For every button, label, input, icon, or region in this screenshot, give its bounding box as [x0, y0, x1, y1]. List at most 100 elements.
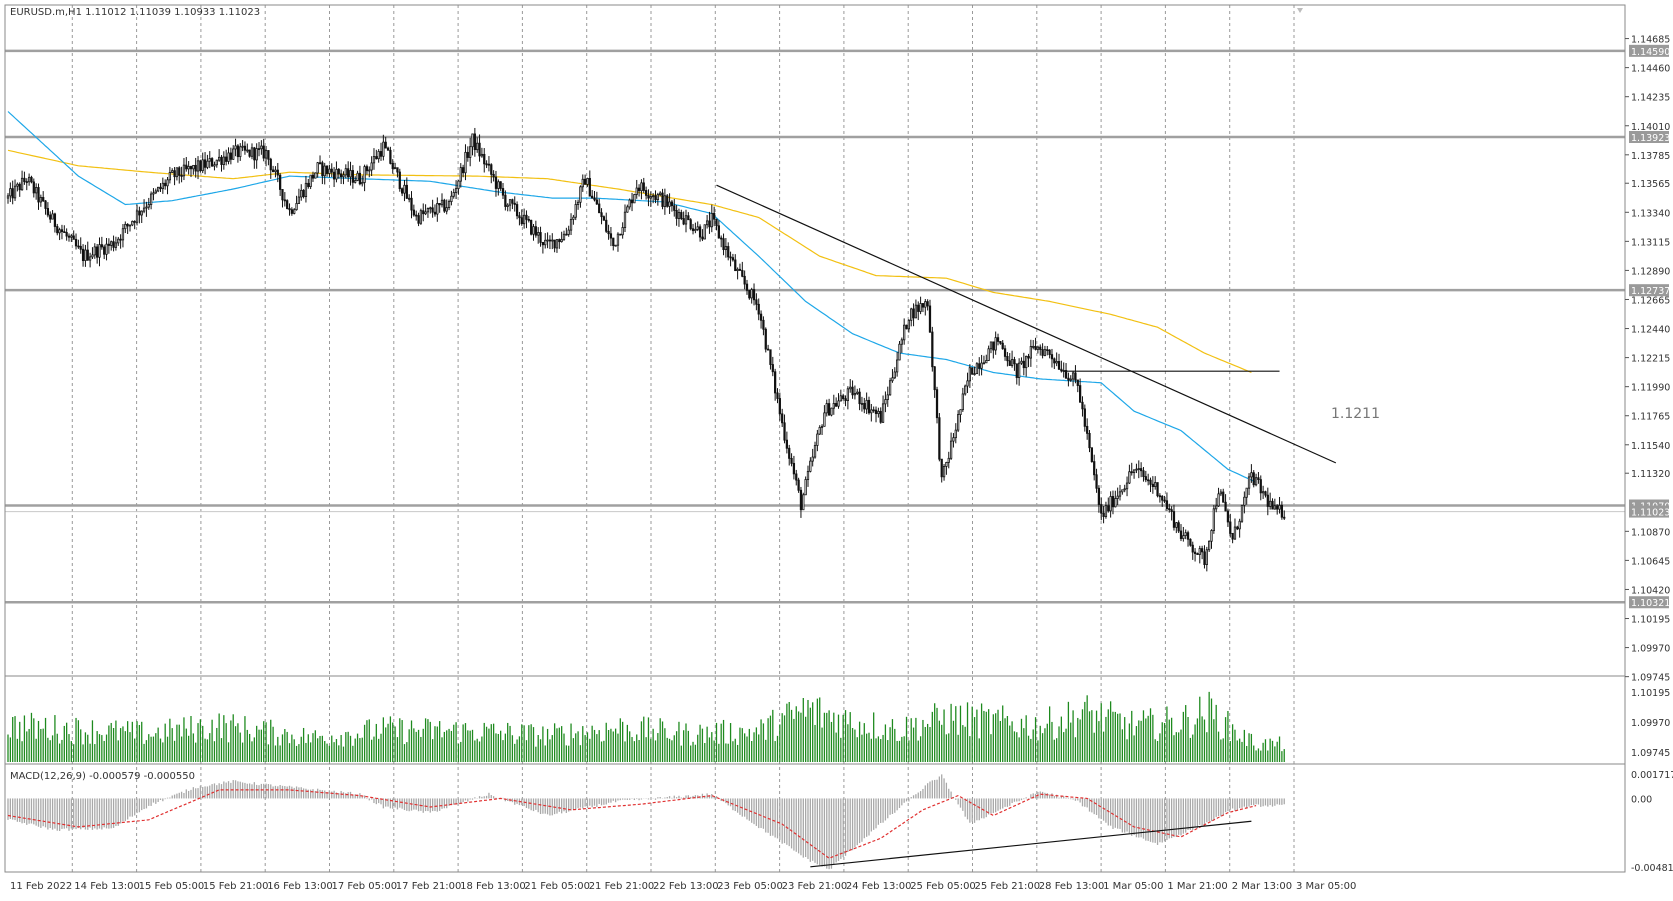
- candle-body: [443, 199, 446, 212]
- candle-body: [752, 289, 756, 301]
- candle-body: [1102, 512, 1105, 517]
- candle-body: [682, 218, 685, 225]
- candle-body: [839, 395, 842, 402]
- candle-body: [1179, 530, 1183, 539]
- macd-divergence-trendline[interactable]: [810, 820, 1252, 868]
- candle-body: [919, 303, 922, 312]
- y-tick-label: 1.12665: [1631, 295, 1670, 306]
- candle-body: [924, 301, 927, 308]
- candle-body: [616, 233, 620, 246]
- candle-body: [572, 216, 575, 220]
- candle-body: [511, 199, 514, 204]
- candle-body: [1257, 477, 1260, 481]
- candle-body: [30, 176, 33, 183]
- candle-body: [921, 303, 925, 308]
- gridlines: [71, 5, 1295, 872]
- candle-body: [1233, 526, 1237, 540]
- candle-body: [729, 256, 732, 259]
- candle-body: [44, 200, 47, 209]
- candle-body: [1269, 500, 1272, 507]
- candle-body: [999, 341, 1002, 344]
- candle-body: [1175, 522, 1178, 528]
- candle-body: [888, 380, 892, 396]
- candle-body: [1025, 355, 1028, 369]
- candle-body: [870, 409, 873, 414]
- candle-body: [175, 167, 179, 178]
- candle-body: [262, 145, 265, 159]
- candle-body: [715, 218, 718, 227]
- candle-body: [337, 168, 340, 175]
- candle-body: [1086, 425, 1089, 434]
- candle-body: [628, 199, 631, 208]
- candle-body: [881, 403, 885, 423]
- candle-body: [501, 188, 505, 196]
- candle-body: [84, 249, 87, 262]
- candle-body: [539, 232, 542, 243]
- x-tick-label: 1 Mar 05:00: [1103, 881, 1163, 892]
- candle-body: [867, 399, 871, 414]
- candle-body: [633, 194, 636, 204]
- y-tick-label: 1.13785: [1631, 151, 1670, 162]
- candle-body: [1163, 499, 1166, 502]
- candle-body: [708, 220, 711, 228]
- candle-body: [534, 226, 537, 236]
- descending-trendline[interactable]: [716, 184, 1337, 464]
- trendlines[interactable]: [716, 184, 1337, 464]
- candle-body: [1055, 361, 1058, 364]
- panel-frames: [4, 4, 1626, 873]
- candle-body: [203, 159, 207, 168]
- candle-body: [232, 148, 235, 160]
- candle-body: [532, 226, 535, 235]
- candle-body: [687, 215, 690, 221]
- candle-body: [647, 194, 650, 199]
- candle-body: [1060, 368, 1063, 372]
- candle-body: [522, 214, 526, 225]
- candle-body: [255, 148, 258, 161]
- candle-body: [408, 197, 411, 200]
- candle-body: [1222, 491, 1225, 503]
- candle-body: [600, 212, 603, 218]
- y-tick-label: 1.10195: [1631, 615, 1670, 626]
- candle-body: [114, 242, 118, 248]
- candle-body: [1236, 526, 1239, 530]
- y-tick-label: 1.09745: [1631, 673, 1670, 684]
- candle-body: [1050, 354, 1054, 360]
- candle-body: [741, 269, 744, 277]
- sma-slow-line: [7, 149, 1252, 374]
- candle-body: [879, 410, 882, 423]
- candle-body: [182, 164, 186, 177]
- candle-body: [952, 437, 955, 442]
- candle-body: [436, 203, 439, 215]
- candle-body: [971, 367, 974, 375]
- candle-body: [1114, 498, 1117, 508]
- candle-body: [105, 243, 108, 255]
- candle-body: [65, 232, 68, 237]
- candle-body: [1217, 493, 1220, 507]
- candle-body: [762, 319, 765, 330]
- volume-axis-label: 1.09745: [1631, 748, 1670, 759]
- candle-body: [996, 337, 1000, 342]
- level-price-label: 1.11023: [1631, 508, 1670, 519]
- candle-body: [1247, 476, 1251, 489]
- candle-body: [424, 211, 427, 215]
- panel-frame: [4, 763, 1626, 873]
- candle-body: [555, 239, 559, 249]
- candle-body: [396, 167, 399, 173]
- candle-body: [1137, 468, 1140, 470]
- candle-body: [1093, 461, 1096, 476]
- candle-body: [335, 168, 338, 180]
- candle-body: [696, 226, 699, 230]
- candle-body: [133, 220, 136, 223]
- candle-body: [23, 177, 26, 182]
- candle-body: [347, 168, 350, 178]
- candle-body: [286, 200, 289, 209]
- candle-body: [1008, 360, 1011, 366]
- candle-body: [743, 275, 746, 285]
- candle-body: [877, 410, 880, 415]
- candle-body: [1229, 521, 1232, 534]
- candle-body: [769, 349, 772, 365]
- candle-body: [759, 313, 763, 321]
- candle-body: [1074, 372, 1077, 381]
- candle-body: [724, 246, 728, 251]
